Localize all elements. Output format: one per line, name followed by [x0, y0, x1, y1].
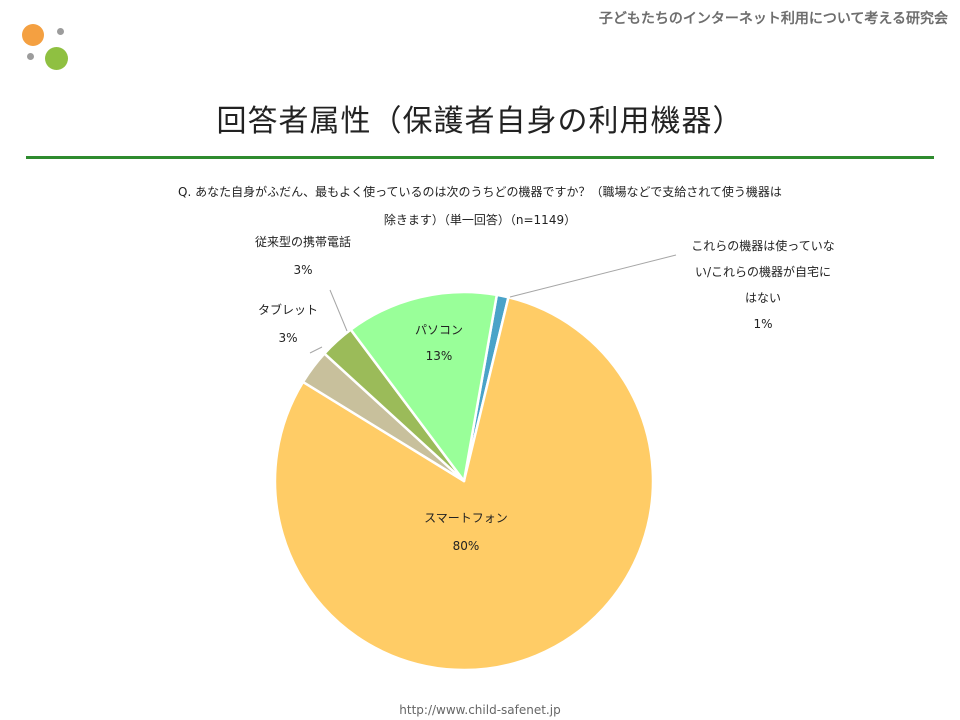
slice-value-label: 80% — [453, 539, 480, 553]
org-name: 子どもたちのインターネット利用について考える研究会 — [598, 11, 948, 27]
pie-slice — [349, 290, 499, 483]
slice-value-label: 3% — [278, 331, 297, 345]
page-title: 回答者属性（保護者自身の利用機器） — [216, 104, 744, 139]
leader-line — [509, 254, 677, 298]
leader-line — [309, 346, 323, 354]
logo-dot-green — [45, 47, 68, 70]
slice-value-label: 13% — [426, 349, 453, 363]
slice-value-label: 3% — [293, 263, 312, 277]
org-logo — [20, 20, 80, 80]
logo-dot-gray-top — [57, 28, 64, 35]
footer-url[interactable]: http://www.child-safenet.jp — [399, 703, 561, 717]
slice-label: い/これらの機器が自宅に — [695, 264, 831, 279]
title-divider — [26, 156, 934, 159]
slice-label: タブレット — [258, 302, 318, 317]
logo-dot-orange — [22, 24, 44, 46]
slice-label: これらの機器は使っていな — [691, 238, 834, 253]
leader-line — [329, 289, 348, 332]
slice-value-label: 1% — [753, 317, 772, 331]
survey-question: Q. あなた自身がふだん、最もよく使っているのは次のうちどの機器ですか？（職場な… — [120, 178, 840, 234]
slice-label-group: スマートフォン 80% — [424, 511, 508, 553]
slice-label: 従来型の携帯電話 — [255, 234, 351, 249]
survey-question-line-2: 除きます）（単一回答）（n=1149） — [383, 213, 577, 227]
slice-label-group: パソコン 13% — [415, 323, 463, 363]
slice-label: はない — [745, 291, 781, 305]
slice-label: スマートフォン — [424, 511, 508, 525]
survey-question-line-1: Q. あなた自身がふだん、最もよく使っているのは次のうちどの機器ですか？（職場な… — [178, 185, 782, 199]
logo-dot-gray-bottom — [27, 53, 34, 60]
slice-label: パソコン — [415, 323, 463, 337]
slice-label-group: タブレット 3% — [258, 302, 318, 345]
slice-label-group: 従来型の携帯電話 3% — [255, 234, 351, 277]
pie-slice — [273, 296, 655, 672]
